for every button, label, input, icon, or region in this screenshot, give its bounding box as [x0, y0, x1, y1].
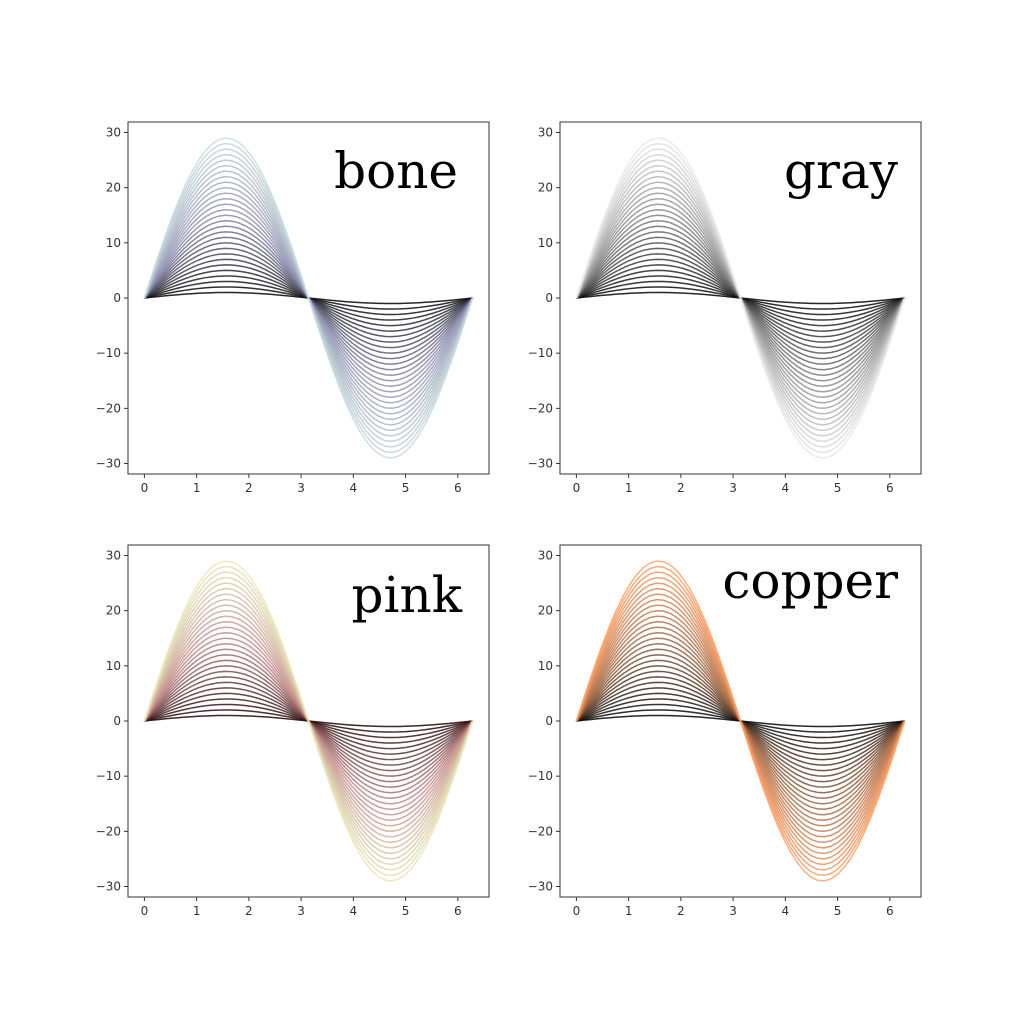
x-tick-label: 3 [729, 481, 737, 495]
x-tick-label: 2 [245, 904, 253, 918]
panel-title: bone [334, 142, 458, 200]
y-tick-label: −10 [528, 769, 553, 783]
x-tick-label: 0 [573, 481, 581, 495]
x-tick-label: 6 [886, 904, 894, 918]
y-tick-label: 0 [113, 291, 121, 305]
y-tick-label: −20 [528, 824, 553, 838]
y-tick-label: −30 [96, 457, 121, 471]
x-tick-label: 1 [625, 904, 633, 918]
x-tick-label: 4 [782, 481, 790, 495]
y-tick-label: −20 [528, 401, 553, 415]
subplot-bone: 0 1 2 3 4 5 6 −30 −20 −10 0 10 20 30 bone [96, 121, 490, 495]
x-tick-label: 1 [625, 481, 633, 495]
x-tick-label: 0 [141, 904, 149, 918]
y-tick-label: 30 [538, 125, 553, 139]
y-tick-label: 10 [106, 659, 121, 673]
y-tick-label: −30 [528, 457, 553, 471]
x-tick-label: 5 [402, 904, 410, 918]
y-tick-label: 0 [545, 714, 553, 728]
x-tick-label: 2 [245, 481, 253, 495]
y-tick-label: −10 [96, 346, 121, 360]
y-tick-label: −30 [528, 880, 553, 894]
y-tick-label: 30 [538, 548, 553, 562]
y-tick-label: 0 [545, 291, 553, 305]
subplot-copper: 0 1 2 3 4 5 6 −30 −20 −10 0 10 20 30 copper [528, 544, 922, 918]
x-tick-label: 3 [729, 904, 737, 918]
y-tick-label: 0 [113, 714, 121, 728]
y-tick-label: −30 [96, 880, 121, 894]
y-tick-label: 10 [538, 236, 553, 250]
y-tick-label: 30 [106, 125, 121, 139]
series-line [575, 560, 906, 882]
x-tick-label: 5 [402, 481, 410, 495]
x-tick-label: 0 [141, 481, 149, 495]
x-tick-label: 6 [454, 904, 462, 918]
y-tick-label: 20 [106, 604, 121, 618]
panel-title: gray [784, 142, 899, 200]
y-tick-label: 10 [106, 236, 121, 250]
x-tick-label: 2 [677, 904, 685, 918]
x-tick-label: 4 [782, 904, 790, 918]
series-line [143, 137, 474, 459]
y-tick-label: −20 [96, 824, 121, 838]
subplot-gray: 0 1 2 3 4 5 6 −30 −20 −10 0 10 20 30 gray [528, 121, 922, 495]
series-line [575, 137, 906, 459]
x-tick-label: 6 [886, 481, 894, 495]
y-tick-label: −20 [96, 401, 121, 415]
x-tick-label: 2 [677, 481, 685, 495]
x-tick-label: 5 [834, 481, 842, 495]
x-tick-label: 6 [454, 481, 462, 495]
x-tick-label: 1 [193, 904, 201, 918]
subplot-pink: 0 1 2 3 4 5 6 −30 −20 −10 0 10 20 30 pink [96, 544, 490, 918]
series-line [143, 560, 474, 882]
panel-title: copper [722, 552, 898, 610]
x-tick-label: 4 [350, 904, 358, 918]
y-tick-label: −10 [528, 346, 553, 360]
x-tick-label: 5 [834, 904, 842, 918]
y-tick-label: 20 [538, 604, 553, 618]
x-tick-label: 4 [350, 481, 358, 495]
y-tick-label: 30 [106, 548, 121, 562]
y-tick-label: 10 [538, 659, 553, 673]
x-tick-label: 3 [297, 904, 305, 918]
x-tick-label: 0 [573, 904, 581, 918]
y-tick-label: 20 [106, 181, 121, 195]
panel-title: pink [352, 566, 463, 624]
x-tick-label: 1 [193, 481, 201, 495]
x-tick-label: 3 [297, 481, 305, 495]
y-tick-label: −10 [96, 769, 121, 783]
y-tick-label: 20 [538, 181, 553, 195]
